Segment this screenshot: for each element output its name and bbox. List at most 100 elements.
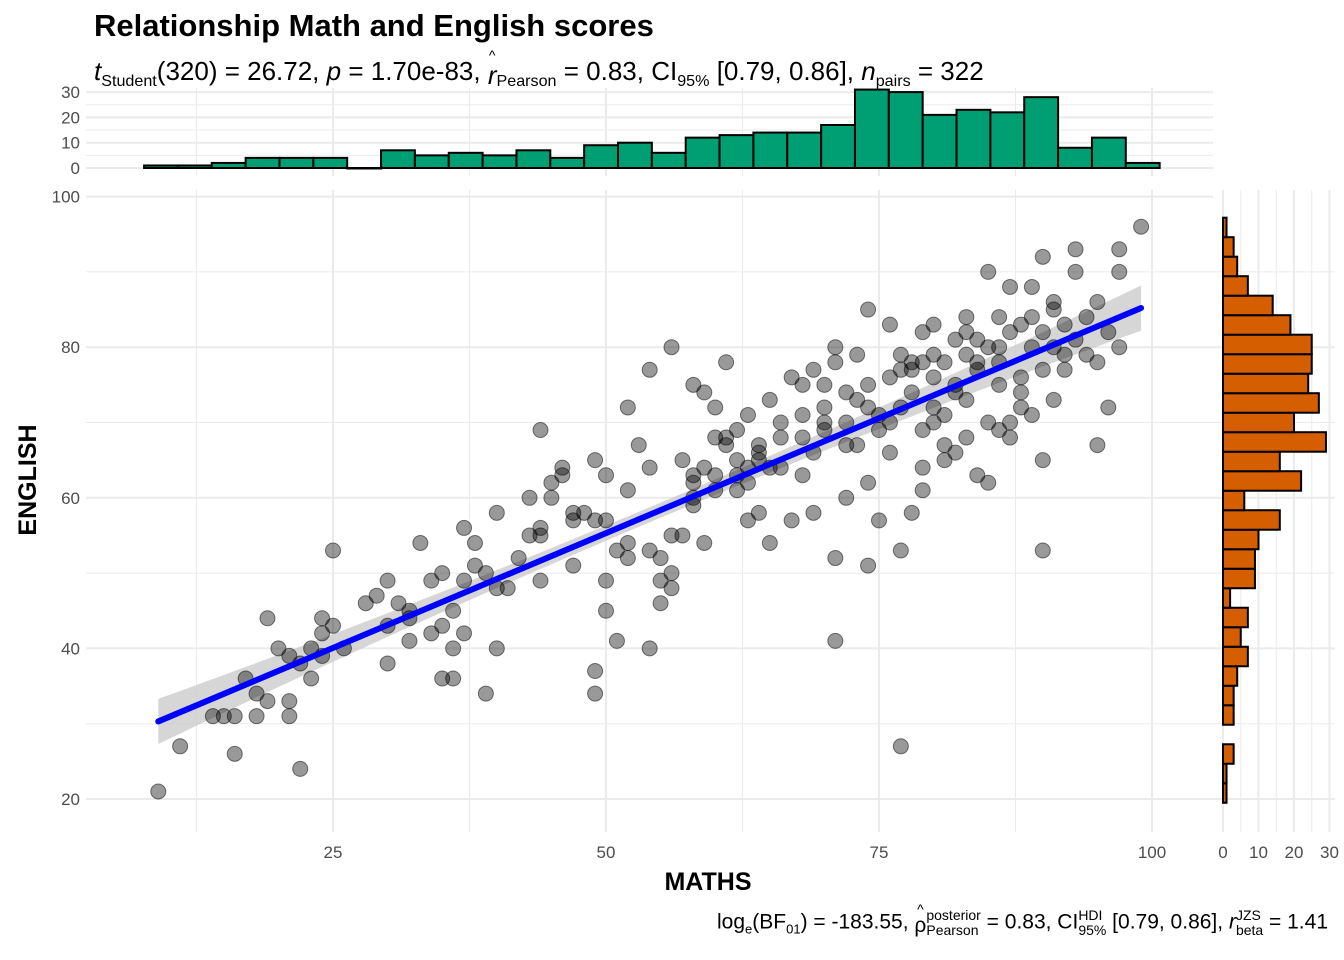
data-point: [434, 670, 451, 687]
data-point: [718, 354, 735, 371]
data-point: [652, 572, 669, 589]
data-point: [587, 685, 604, 702]
data-point: [914, 324, 931, 341]
data-point: [445, 640, 462, 657]
data-point: [226, 708, 243, 725]
rho-sup: posterior: [926, 907, 981, 923]
right-hist-bar: [1222, 255, 1239, 278]
data-point: [958, 429, 975, 446]
data-point: [412, 534, 429, 551]
data-point: [576, 504, 593, 521]
data-point: [499, 580, 516, 597]
r-symbol: r: [1228, 910, 1236, 934]
data-point: [1012, 399, 1029, 416]
data-point: [488, 504, 505, 521]
chart-subtitle: tStudent(320) = 26.72, p = 1.70e-83, ^ r P…: [94, 47, 984, 91]
right-hist-bar: [1222, 294, 1274, 317]
data-point: [969, 354, 986, 371]
x-tick-label: 75: [870, 843, 889, 862]
data-point: [532, 527, 549, 544]
top-hist-tick-label: 20: [61, 108, 80, 127]
top-hist-bar: [718, 134, 755, 169]
p-symbol: p: [326, 55, 342, 86]
data-point: [827, 354, 844, 371]
n-sub: pairs: [875, 72, 911, 90]
ci-value: [0.79, 0.86],: [1106, 910, 1229, 934]
data-point: [1023, 309, 1040, 326]
data-point: [739, 512, 756, 529]
data-point: [587, 452, 604, 469]
top-hist-bar: [1124, 161, 1161, 170]
top-hist-bar: [650, 151, 687, 170]
right-hist-bar: [1222, 216, 1228, 239]
data-point: [379, 572, 396, 589]
top-hist-bar: [1090, 136, 1127, 169]
top-hist-bar: [143, 164, 179, 170]
data-point: [1100, 399, 1117, 416]
top-hist-bar: [989, 111, 1026, 169]
data-point: [1067, 241, 1084, 258]
data-point: [925, 369, 942, 386]
right-hist-bar: [1222, 275, 1249, 297]
data-point: [729, 422, 746, 439]
data-point: [718, 429, 735, 446]
data-point: [903, 384, 920, 401]
data-point: [827, 632, 844, 649]
data-point: [816, 399, 833, 416]
data-point: [1089, 437, 1106, 454]
data-point: [456, 519, 473, 536]
data-point: [696, 534, 713, 551]
r-hat: ^: [488, 47, 496, 63]
data-point: [466, 557, 483, 574]
data-point: [281, 693, 298, 710]
data-point: [1089, 294, 1106, 311]
right-histogram: [1222, 216, 1327, 804]
data-point: [1067, 263, 1084, 280]
data-point: [903, 361, 920, 378]
data-point: [248, 708, 265, 725]
p-value: = 1.70e-83,: [341, 55, 488, 86]
right-hist-tick-label: 20: [1285, 843, 1304, 862]
data-point: [532, 572, 549, 589]
data-point: [750, 437, 767, 454]
data-point: [903, 504, 920, 521]
data-point: [1034, 542, 1051, 559]
data-point: [456, 572, 473, 589]
data-point: [1034, 248, 1051, 265]
chart-caption: loge(BF01) = -183.55, ^ ρ posterior Pearson…: [717, 902, 1328, 938]
x-tick-label: 50: [597, 843, 616, 862]
top-hist-bar: [684, 136, 721, 169]
data-point: [936, 406, 953, 423]
regression-line: [155, 305, 1145, 725]
grid: [86, 88, 1335, 832]
data-point: [805, 361, 822, 378]
data-point: [423, 625, 440, 642]
data-point: [434, 565, 451, 582]
right-hist-bar: [1222, 431, 1327, 453]
df: (320): [156, 55, 218, 86]
data-point: [466, 534, 483, 551]
top-hist-bar: [413, 154, 450, 170]
data-point: [1002, 278, 1019, 295]
top-hist-bar: [312, 156, 349, 170]
x-axis-label: MATHS: [664, 868, 751, 896]
y-tick-label: 60: [61, 489, 80, 508]
data-point: [532, 422, 549, 439]
top-hist-bar: [481, 154, 518, 170]
data-point: [1056, 361, 1073, 378]
data-point: [936, 452, 953, 469]
data-point: [794, 429, 811, 446]
right-hist-bar: [1222, 392, 1320, 414]
t-symbol: t: [94, 55, 102, 86]
right-hist-bar: [1222, 645, 1249, 668]
data-point: [510, 550, 527, 567]
right-hist-bar: [1222, 626, 1242, 648]
x-tick-label: 100: [1138, 843, 1166, 862]
data-point: [750, 504, 767, 521]
right-hist-bar: [1222, 548, 1256, 570]
data-point: [969, 467, 986, 484]
t-sub: Student: [101, 72, 157, 90]
data-point: [641, 361, 658, 378]
top-hist-bar: [752, 131, 789, 169]
data-point: [598, 467, 614, 484]
